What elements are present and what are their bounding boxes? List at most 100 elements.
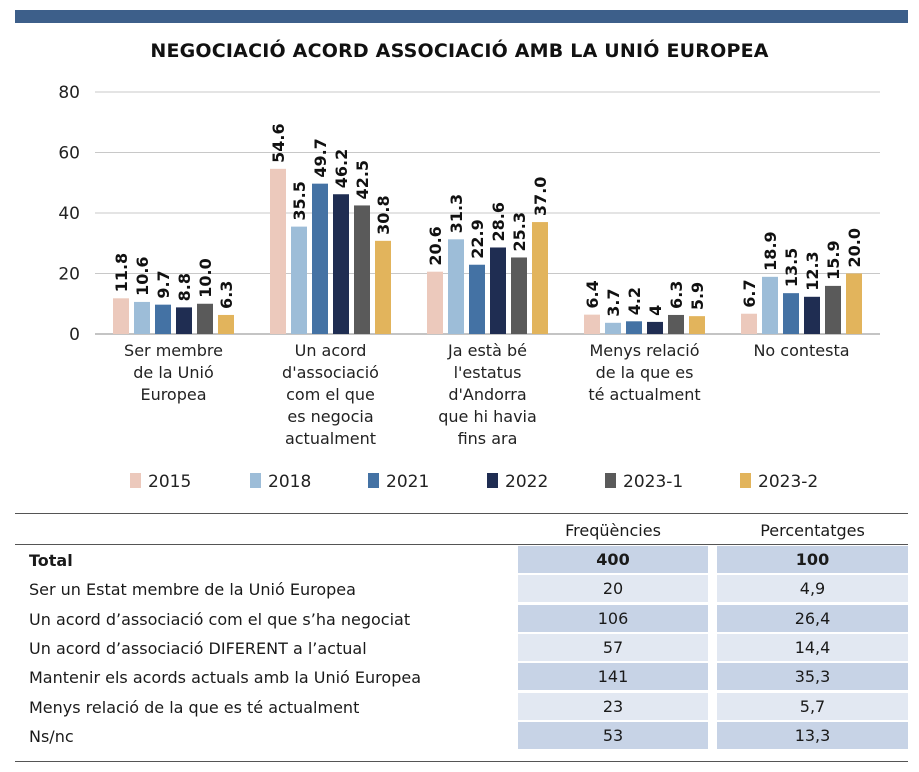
x-category-label: d'associació (282, 363, 379, 382)
header-frequencies: Freqüències (565, 521, 661, 540)
table-row: Mantenir els acords actuals amb la Unió … (15, 663, 908, 692)
y-axis-ticks: 0 20 40 60 80 (58, 83, 80, 345)
percentage-cell: 35,3 (717, 663, 908, 691)
legend-label: 2022 (505, 472, 548, 492)
percentage-cell: 26,4 (717, 604, 908, 632)
frequency-cell: 53 (518, 721, 708, 749)
x-category-label: de la que es (596, 363, 694, 382)
x-category-label: No contesta (753, 341, 849, 360)
bar (448, 239, 464, 334)
bar (626, 321, 642, 334)
legend-swatch (250, 473, 261, 488)
y-tick-label: 80 (58, 83, 80, 103)
percentage-cell: 14,4 (717, 633, 908, 661)
legend-swatch (368, 473, 379, 488)
bar (689, 316, 705, 334)
y-tick-label: 60 (58, 144, 80, 164)
x-category-label: Ja està bé (447, 341, 527, 360)
bar (113, 298, 129, 334)
data-label: 8.8 (175, 273, 194, 301)
data-label: 6.7 (740, 279, 759, 307)
data-label: 22.9 (468, 219, 487, 258)
table-row: Ns/nc 53 13,3 (15, 721, 908, 751)
bar (427, 271, 443, 334)
x-category-label: fins ara (458, 429, 518, 448)
legend: 2015 2018 2021 2022 2023-1 2023-2 (130, 472, 818, 492)
data-label: 12.3 (803, 251, 822, 290)
legend-swatch (740, 473, 751, 488)
header-rule (15, 544, 908, 545)
frequency-cell: 400 (518, 546, 708, 573)
table-row: Ser un Estat membre de la Unió Europea 20… (15, 575, 908, 604)
x-category-label: Menys relació (589, 341, 699, 360)
x-category-label: es negocia (287, 407, 373, 426)
frequency-cell: 23 (518, 692, 708, 720)
data-label: 20.0 (845, 228, 864, 267)
data-label: 5.9 (688, 282, 707, 310)
data-label: 10.0 (196, 258, 215, 297)
data-label: 25.3 (510, 212, 529, 251)
percentage-cell: 4,9 (717, 575, 908, 603)
row-label: Un acord d’associació DIFERENT a l’actua… (29, 638, 367, 658)
y-tick-label: 20 (58, 265, 80, 285)
percentage-cell: 5,7 (717, 692, 908, 720)
row-label: Mantenir els acords actuals amb la Unió … (29, 668, 421, 688)
data-label: 37.0 (531, 177, 550, 216)
x-category-label: d'Andorra (448, 385, 526, 404)
bar (584, 314, 600, 334)
x-category-label: de la Unió (133, 363, 214, 382)
bar (783, 293, 799, 334)
bar (218, 314, 234, 334)
bar (511, 257, 527, 334)
chart-title: NEGOCIACIÓ ACORD ASSOCIACIÓ AMB LA UNIÓ … (150, 40, 769, 62)
frequency-cell: 57 (518, 633, 708, 661)
bar (270, 168, 286, 334)
data-label: 6.3 (217, 281, 236, 309)
bar (197, 303, 213, 334)
bar (469, 264, 485, 334)
x-category-label: Un acord (295, 341, 367, 360)
bar (375, 240, 391, 334)
data-label: 9.7 (154, 270, 173, 298)
header-percentages: Percentatges (760, 521, 865, 540)
data-label: 6.4 (583, 280, 602, 308)
table-row: Un acord d’associació DIFERENT a l’actua… (15, 633, 908, 663)
bar (741, 313, 757, 334)
row-label: Ser un Estat membre de la Unió Europea (29, 580, 356, 600)
data-label: 15.9 (824, 240, 843, 279)
table-row: Total 400 100 (15, 546, 908, 575)
legend-swatch (130, 473, 141, 488)
row-label: Un acord d’associació com el que s’ha ne… (29, 609, 411, 629)
legend-label: 2018 (268, 472, 311, 492)
data-label: 46.2 (332, 149, 351, 188)
legend-swatch (605, 473, 616, 488)
row-label: Menys relació de la que es té actualment (29, 697, 360, 717)
x-category-label: Ser membre (124, 341, 223, 360)
top-banner-bar (15, 10, 908, 23)
table-row: Menys relació de la que es té actualment… (15, 692, 908, 722)
row-label: Total (29, 551, 73, 570)
bar (176, 307, 192, 334)
data-label: 35.5 (290, 181, 309, 220)
y-tick-label: 40 (58, 204, 80, 224)
data-label: 4.2 (625, 287, 644, 315)
bar (846, 273, 862, 334)
percentage-cell: 100 (717, 546, 908, 573)
bar (605, 322, 621, 334)
x-category-label: actualment (285, 429, 376, 448)
bar (490, 247, 506, 334)
data-label: 4 (646, 305, 665, 316)
x-category-label: com el que (286, 385, 375, 404)
percentage-cell: 13,3 (717, 721, 908, 749)
y-tick-label: 0 (69, 325, 80, 345)
frequency-cell: 141 (518, 663, 708, 691)
bar (804, 296, 820, 334)
legend-label: 2021 (386, 472, 429, 492)
data-label: 20.6 (426, 226, 445, 265)
table-row: Un acord d’associació com el que s’ha ne… (15, 604, 908, 634)
category-labels: Ser membre de la Unió Europea Un acord d'ass… (124, 341, 850, 448)
bar (134, 301, 150, 334)
data-label: 11.8 (112, 253, 131, 292)
data-label: 49.7 (311, 138, 330, 177)
